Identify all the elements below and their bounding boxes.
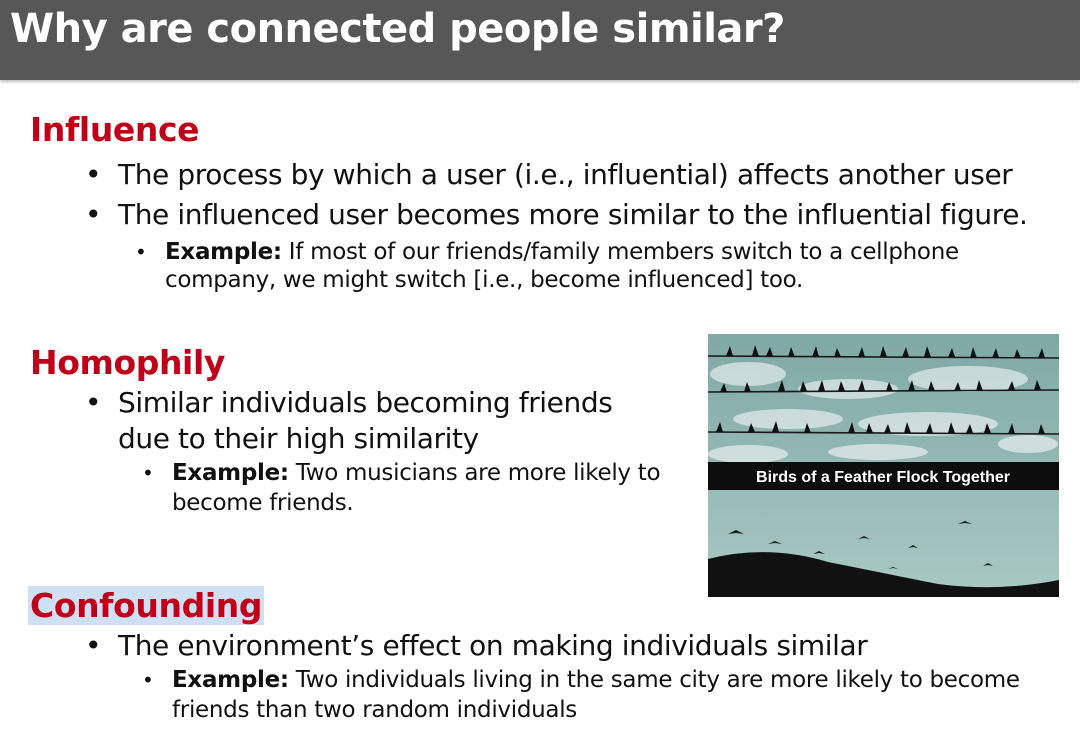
confounding-example-label: Example: — [172, 667, 289, 693]
slide-title: Why are connected people similar? — [10, 6, 785, 52]
influence-bullet-2: • The influenced user becomes more simila… — [85, 197, 1028, 233]
confounding-bullet-text: The environment’s effect on making indiv… — [118, 629, 868, 662]
confounding-example-cont: friends than two random individuals — [172, 697, 577, 723]
homophily-bullet-cont: due to their high similarity — [118, 422, 479, 455]
confounding-example: • Example: Two individuals living in the … — [142, 666, 1020, 695]
influence-bullet-2-text: The influenced user becomes more similar… — [118, 198, 1028, 231]
flying-flock — [728, 521, 993, 569]
perched-birds — [716, 345, 1045, 434]
bullet-dot: • — [85, 198, 102, 231]
confounding-bullet: • The environment’s effect on making indi… — [85, 628, 868, 664]
homophily-example-label: Example: — [172, 460, 289, 486]
bullet-dot: • — [135, 240, 147, 264]
confounding-heading: Confounding — [28, 586, 265, 625]
birds-of-a-feather-image: Birds of a Feather Flock Together — [708, 334, 1059, 597]
caption-band — [708, 462, 1059, 490]
bullet-dot: • — [142, 668, 154, 692]
influence-example-line-1: If most of our friends/family members sw… — [288, 239, 959, 265]
bullet-dot: • — [142, 461, 154, 485]
title-bar: Why are connected people similar? — [0, 0, 1080, 80]
influence-bullet-1: • The process by which a user (i.e., infl… — [85, 157, 1013, 193]
homophily-heading: Homophily — [30, 343, 225, 382]
homophily-bullet: • Similar individuals becoming friends — [85, 385, 613, 421]
bullet-dot: • — [85, 386, 102, 419]
homophily-example: • Example: Two musicians are more likely … — [142, 459, 661, 488]
bullet-dot: • — [85, 158, 102, 191]
bullet-dot: • — [85, 629, 102, 662]
hill-silhouette — [708, 552, 1059, 597]
homophily-bullet-line-1: Similar individuals becoming friends — [118, 386, 613, 419]
influence-bullet-1-text: The process by which a user (i.e., influ… — [118, 158, 1013, 191]
influence-example-label: Example: — [165, 239, 282, 265]
homophily-example-cont: become friends. — [172, 490, 354, 516]
influence-example-cont: company, we might switch [i.e., become i… — [165, 267, 804, 293]
image-caption: Birds of a Feather Flock Together — [756, 469, 1010, 486]
homophily-example-line-1: Two musicians are more likely to — [295, 460, 661, 486]
influence-example: • Example: If most of our friends/family … — [135, 238, 959, 267]
influence-heading: Influence — [30, 110, 200, 149]
confounding-example-line-1: Two individuals living in the same city … — [295, 667, 1020, 693]
